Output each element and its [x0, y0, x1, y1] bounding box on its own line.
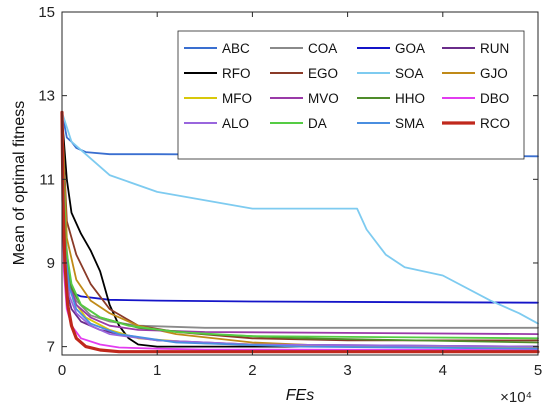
x-axis-label: FEs — [286, 387, 314, 404]
x-tick-label: 3 — [343, 362, 351, 379]
y-tick-label: 9 — [47, 255, 55, 272]
series-line-ego — [61, 115, 539, 342]
x-tick-label: 4 — [439, 362, 447, 379]
legend-label-rfo: RFO — [222, 66, 251, 81]
legend-label-alo: ALO — [222, 116, 249, 131]
y-tick-label: 7 — [47, 339, 55, 356]
legend-label-coa: COA — [308, 41, 337, 56]
y-tick-label: 15 — [38, 4, 55, 21]
x-tick-label: 1 — [153, 362, 161, 379]
y-tick-label: 13 — [38, 88, 55, 105]
legend-label-hho: HHO — [395, 91, 425, 106]
series-layer — [60, 110, 540, 354]
y-ticks: 7 9 11 13 15 — [38, 4, 538, 356]
series-line-soa — [61, 111, 539, 325]
legend-label-sma: SMA — [395, 116, 424, 131]
legend-label-da: DA — [308, 116, 327, 131]
x-tick-label: 5 — [534, 362, 542, 379]
x-ticks: 0 1 2 3 4 5 — [58, 12, 542, 379]
x-tick-label: 2 — [248, 362, 256, 379]
legend-label-dbo: DBO — [480, 91, 509, 106]
legend-label-abc: ABC — [222, 41, 250, 56]
legend-box — [177, 30, 525, 160]
x-tick-label: 0 — [58, 362, 66, 379]
series-line-rfo — [61, 115, 539, 348]
series-line-da — [61, 115, 539, 340]
legend-label-ego: EGO — [308, 66, 338, 81]
legend-label-run: RUN — [480, 41, 509, 56]
legend-label-goa: GOA — [395, 41, 425, 56]
legend-label-mvo: MVO — [308, 91, 339, 106]
legend-label-mfo: MFO — [222, 91, 252, 106]
y-tick-label: 11 — [39, 171, 55, 188]
legend: ABC COA GOA RUN RFO EGO SOA GJO MFO MVO HHO DBO ALO D… — [177, 30, 525, 160]
y-axis-label: Mean of optimal fitness — [11, 101, 28, 266]
legend-label-gjo: GJO — [480, 66, 508, 81]
series-line-rco — [60, 110, 540, 354]
plot-frame — [61, 11, 539, 356]
x-axis-multiplier: ×10⁴ — [500, 389, 532, 406]
legend-label-rco: RCO — [480, 116, 510, 131]
legend-label-soa: SOA — [395, 66, 424, 81]
